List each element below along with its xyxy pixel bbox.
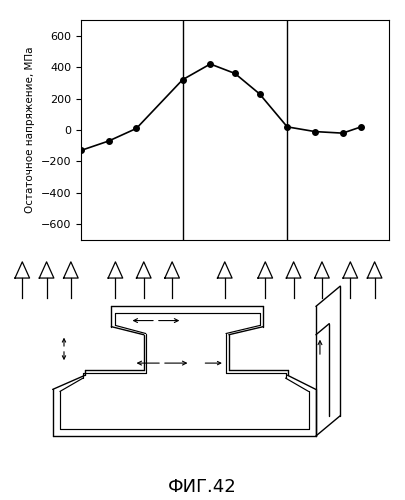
Y-axis label: Остаточное напряжение, МПа: Остаточное напряжение, МПа — [25, 47, 35, 213]
Text: ФИГ.42: ФИГ.42 — [168, 478, 237, 496]
